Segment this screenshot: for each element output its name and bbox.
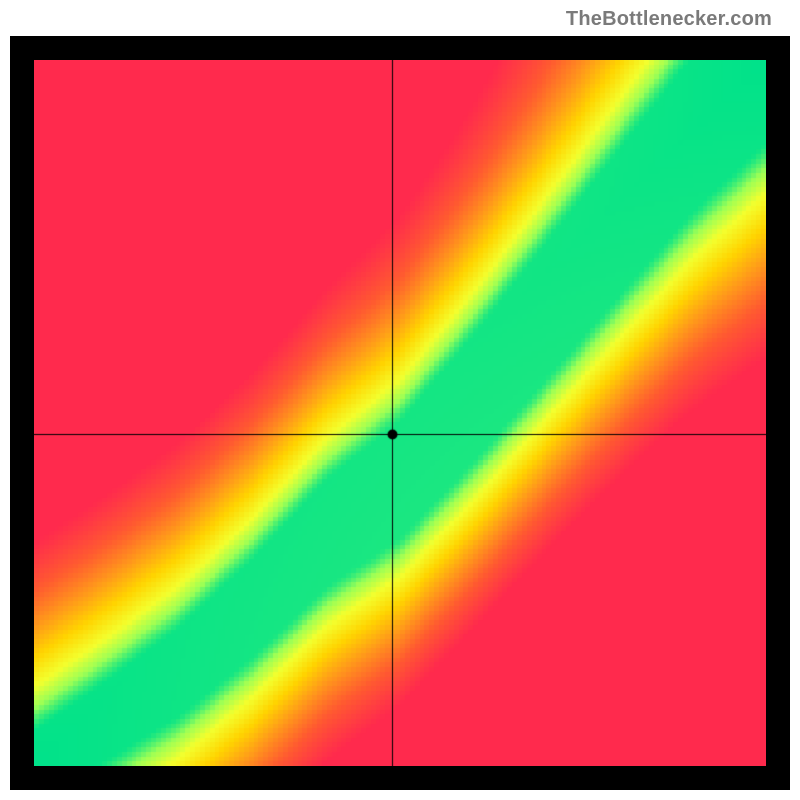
bottleneck-heatmap — [34, 60, 766, 766]
watermark-label: TheBottlenecker.com — [566, 8, 772, 31]
heatmap-canvas-wrap — [34, 60, 766, 766]
